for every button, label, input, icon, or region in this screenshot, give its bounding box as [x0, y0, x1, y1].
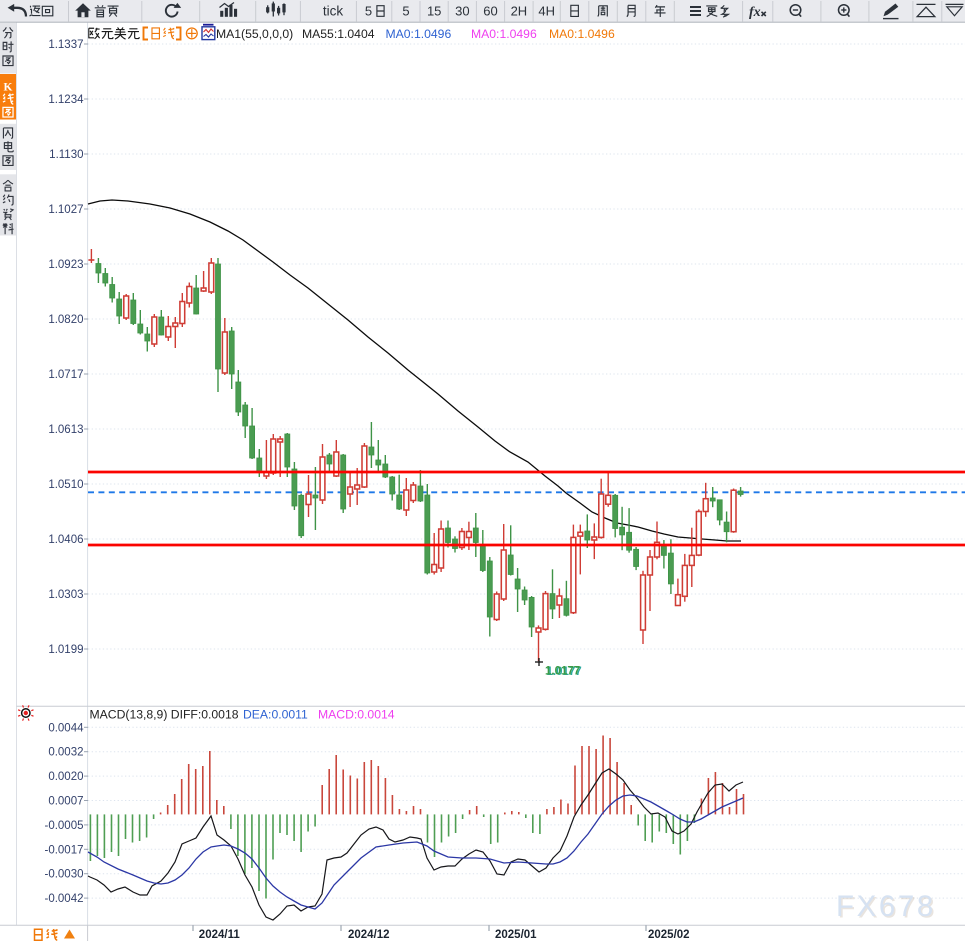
svg-text:1.1234: 1.1234	[48, 94, 84, 106]
svg-text:1.0510: 1.0510	[48, 479, 83, 491]
svg-text:1.0406: 1.0406	[48, 534, 83, 546]
svg-text:-0.0030: -0.0030	[44, 869, 83, 881]
svg-text:60: 60	[483, 3, 497, 18]
svg-text:1.0717: 1.0717	[48, 369, 83, 381]
svg-text:1.1130: 1.1130	[49, 149, 83, 161]
svg-text:1.0303: 1.0303	[48, 589, 83, 601]
svg-text:0.0020: 0.0020	[48, 771, 83, 783]
svg-text:0.0007: 0.0007	[48, 796, 83, 808]
svg-text:0.0032: 0.0032	[48, 747, 83, 759]
svg-text:MA55:1.0404: MA55:1.0404	[302, 27, 375, 41]
svg-text:tick: tick	[323, 3, 344, 18]
svg-text:fx: fx	[749, 5, 761, 20]
svg-text:K: K	[4, 82, 13, 94]
svg-text:-0.0017: -0.0017	[44, 844, 83, 856]
svg-text:DEA:0.0011: DEA:0.0011	[243, 708, 308, 722]
svg-text:MA0:1.0496: MA0:1.0496	[471, 27, 537, 41]
svg-text:2025/01: 2025/01	[495, 929, 537, 941]
svg-text:2025/02: 2025/02	[648, 929, 690, 941]
svg-text:-0.0005: -0.0005	[44, 820, 83, 832]
svg-text:-0.0042: -0.0042	[44, 893, 83, 905]
svg-text:2H: 2H	[511, 3, 528, 18]
svg-text:5: 5	[365, 3, 372, 18]
svg-text:MA0:1.0496: MA0:1.0496	[549, 27, 615, 41]
svg-text:FX678: FX678	[838, 892, 938, 925]
svg-text:1.0177: 1.0177	[547, 666, 582, 678]
svg-text:MA0:1.0496: MA0:1.0496	[386, 27, 452, 41]
svg-text:0.0044: 0.0044	[48, 722, 84, 734]
svg-text:1.1337: 1.1337	[48, 39, 83, 51]
svg-text:30: 30	[455, 3, 469, 18]
svg-text:1.0613: 1.0613	[48, 424, 83, 436]
svg-text:5: 5	[402, 3, 409, 18]
svg-text:MACD(13,8,9) DIFF:0.0018: MACD(13,8,9) DIFF:0.0018	[90, 708, 239, 722]
svg-text:1.1027: 1.1027	[48, 204, 83, 216]
svg-text:FX678: FX678	[836, 890, 936, 923]
svg-text:1.0923: 1.0923	[48, 259, 83, 271]
svg-text:1.0177: 1.0177	[545, 666, 580, 678]
svg-text:MACD:0.0014: MACD:0.0014	[318, 708, 395, 722]
svg-text:1.0820: 1.0820	[48, 314, 83, 326]
svg-text:2024/12: 2024/12	[348, 929, 390, 941]
svg-text:1.0199: 1.0199	[48, 644, 83, 656]
svg-text:15: 15	[427, 3, 441, 18]
svg-text:2024/11: 2024/11	[199, 929, 241, 941]
svg-text:4H: 4H	[538, 3, 555, 18]
svg-text:MA1(55,0,0,0): MA1(55,0,0,0)	[216, 27, 293, 41]
